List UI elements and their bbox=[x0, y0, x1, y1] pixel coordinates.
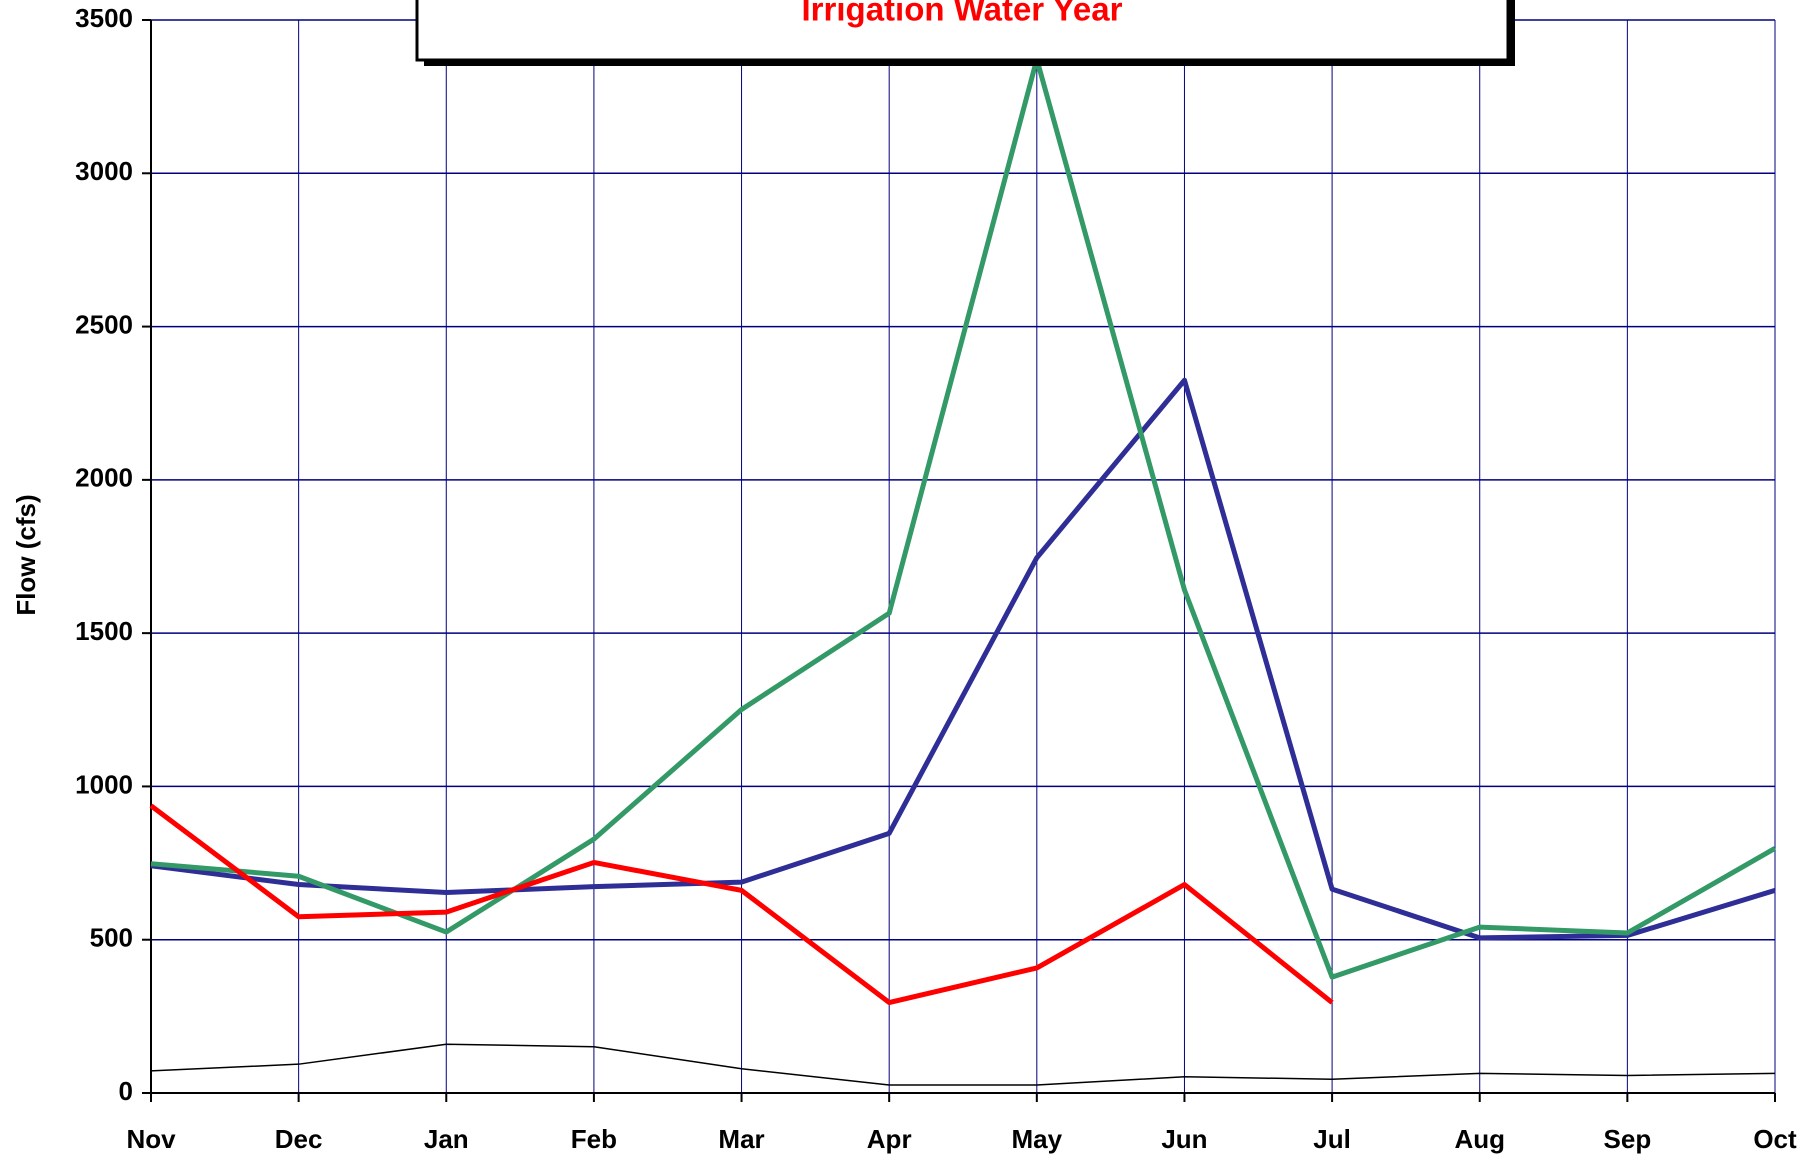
x-tick-label: Jun bbox=[1161, 1124, 1207, 1154]
x-tick-label: Apr bbox=[867, 1124, 912, 1154]
x-tick-label: Nov bbox=[126, 1124, 176, 1154]
series-line bbox=[149, 803, 1334, 1006]
x-tick-label: Jul bbox=[1313, 1124, 1351, 1154]
x-tick-label: Aug bbox=[1454, 1124, 1505, 1154]
y-tick-label: 0 bbox=[119, 1076, 133, 1106]
y-axis-label: Flow (cfs) bbox=[11, 494, 41, 615]
y-tick-label: 2000 bbox=[75, 463, 133, 493]
y-tick-label: 2500 bbox=[75, 309, 133, 339]
x-tick-label: May bbox=[1012, 1124, 1063, 1154]
y-tick-label: 1000 bbox=[75, 769, 133, 799]
chart-title: Irrigation Water Year bbox=[802, 0, 1123, 28]
series-line bbox=[150, 377, 1776, 941]
x-tick-label: Feb bbox=[571, 1124, 617, 1154]
x-tick-label: Oct bbox=[1753, 1124, 1797, 1154]
y-tick-label: 1500 bbox=[75, 616, 133, 646]
x-tick-label: Sep bbox=[1604, 1124, 1652, 1154]
y-tick-label: 3000 bbox=[75, 156, 133, 186]
y-tick-label: 3500 bbox=[75, 3, 133, 33]
series-line bbox=[150, 56, 1777, 980]
x-tick-label: Mar bbox=[718, 1124, 764, 1154]
y-tick-label: 500 bbox=[90, 923, 133, 953]
x-tick-label: Jan bbox=[424, 1124, 469, 1154]
title-box bbox=[415, 0, 1510, 62]
series-line bbox=[150, 1043, 1776, 1086]
x-tick-label: Dec bbox=[275, 1124, 323, 1154]
